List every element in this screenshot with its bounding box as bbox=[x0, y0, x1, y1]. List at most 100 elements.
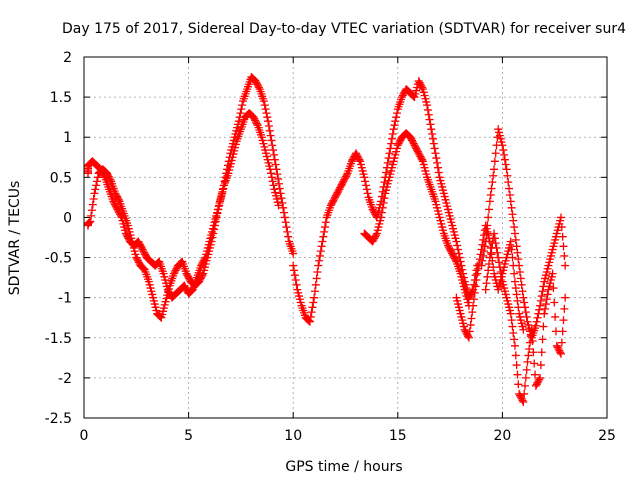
x-tick-label: 0 bbox=[80, 428, 89, 444]
data-point-interp bbox=[520, 381, 529, 390]
data-point-interp bbox=[291, 276, 300, 285]
data-point-interp bbox=[106, 175, 115, 184]
data-point-interp bbox=[513, 248, 522, 257]
data-point-interp bbox=[560, 251, 569, 260]
data-point-interp bbox=[315, 251, 324, 260]
series-track-g bbox=[452, 221, 528, 342]
data-point-interp bbox=[273, 170, 282, 179]
data-point-interp bbox=[261, 105, 270, 114]
data-point-interp bbox=[265, 126, 274, 135]
data-point-interp bbox=[283, 227, 292, 236]
data-point-interp bbox=[472, 276, 481, 285]
data-point bbox=[519, 397, 528, 406]
data-point bbox=[464, 333, 473, 342]
data-point-interp bbox=[471, 271, 480, 280]
data-point-interp bbox=[486, 190, 495, 199]
y-tick-label: 1.5 bbox=[50, 90, 72, 106]
data-point-interp bbox=[290, 271, 299, 280]
data-point-interp bbox=[238, 101, 247, 110]
data-point-interp bbox=[114, 195, 123, 204]
data-point-interp bbox=[316, 247, 325, 256]
data-point-interp bbox=[513, 296, 522, 305]
data-point-interp bbox=[535, 305, 544, 314]
data-point-interp bbox=[434, 168, 443, 177]
data-point-interp bbox=[284, 232, 293, 241]
data-point bbox=[211, 217, 220, 226]
data-point-interp bbox=[236, 109, 245, 118]
data-point bbox=[531, 321, 540, 330]
data-point-interp bbox=[484, 213, 493, 222]
data-point-interp bbox=[429, 139, 438, 148]
data-point bbox=[561, 293, 570, 302]
data-point-interp bbox=[538, 335, 547, 344]
data-point-interp bbox=[267, 136, 276, 145]
data-point-interp bbox=[501, 160, 510, 169]
data-point-interp bbox=[525, 345, 534, 354]
data-point bbox=[477, 245, 486, 254]
data-point-interp bbox=[518, 396, 527, 405]
data-point-interp bbox=[510, 223, 519, 232]
data-point-interp bbox=[377, 208, 386, 217]
tick-labels-layer: 0 5 10 15 20 25 2 1.5 1 0.5 0 -0.5 -1 -1.5 -2 -2.5 bbox=[45, 50, 616, 444]
x-tick-label: 20 bbox=[493, 428, 511, 444]
data-point-interp bbox=[476, 250, 485, 259]
data-point-interp bbox=[423, 105, 432, 114]
data-point-interp bbox=[559, 316, 568, 325]
data-point-interp bbox=[464, 332, 473, 341]
data-point-interp bbox=[428, 130, 437, 139]
data-point-interp bbox=[487, 250, 496, 259]
data-point-interp bbox=[425, 115, 434, 124]
data-point-interp bbox=[198, 271, 207, 280]
data-point-interp bbox=[514, 380, 523, 389]
data-point-interp bbox=[269, 181, 278, 190]
data-point bbox=[280, 213, 289, 222]
data-point-interp bbox=[282, 223, 291, 232]
data-point-interp bbox=[187, 287, 196, 296]
data-point bbox=[510, 277, 519, 286]
data-point-interp bbox=[432, 154, 441, 163]
data-point-interp bbox=[92, 181, 101, 190]
data-point-interp bbox=[479, 235, 488, 244]
data-point-interp bbox=[535, 375, 544, 384]
data-point-interp bbox=[453, 241, 462, 250]
data-point-interp bbox=[292, 280, 301, 289]
data-point-interp bbox=[87, 206, 96, 215]
data-point bbox=[485, 197, 494, 206]
data-point-interp bbox=[315, 256, 324, 265]
data-point-interp bbox=[558, 327, 567, 336]
data-point-interp bbox=[493, 248, 502, 257]
data-point-interp bbox=[486, 243, 495, 252]
data-point bbox=[452, 237, 461, 246]
data-point-interp bbox=[311, 280, 320, 289]
data-point bbox=[506, 309, 515, 318]
data-point-interp bbox=[541, 304, 550, 313]
data-point-interp bbox=[542, 295, 551, 304]
data-point-interp bbox=[466, 320, 475, 329]
y-tick-label: -0.5 bbox=[45, 251, 72, 267]
data-point-interp bbox=[362, 185, 371, 194]
data-point-interp bbox=[484, 266, 493, 275]
data-point-interp bbox=[279, 208, 288, 217]
data-point-interp bbox=[380, 178, 389, 187]
data-point bbox=[523, 357, 532, 366]
data-point-interp bbox=[451, 255, 460, 264]
data-point-interp bbox=[210, 225, 219, 234]
data-point-interp bbox=[383, 158, 392, 167]
data-point bbox=[289, 261, 298, 270]
data-point-interp bbox=[313, 267, 322, 276]
data-point-interp bbox=[551, 327, 560, 336]
data-point-interp bbox=[520, 298, 529, 307]
data-point-interp bbox=[470, 288, 479, 297]
data-point-interp bbox=[509, 261, 518, 270]
data-point bbox=[469, 301, 478, 310]
data-point-interp bbox=[551, 312, 560, 321]
data-point-interp bbox=[508, 210, 517, 219]
data-point-interp bbox=[503, 171, 512, 180]
x-tick-label: 15 bbox=[389, 428, 407, 444]
data-point-interp bbox=[465, 327, 474, 336]
data-point bbox=[481, 285, 490, 294]
series-track-f bbox=[481, 229, 570, 406]
data-point-interp bbox=[531, 370, 540, 379]
data-point-interp bbox=[93, 173, 102, 182]
data-point-interp bbox=[474, 264, 483, 273]
